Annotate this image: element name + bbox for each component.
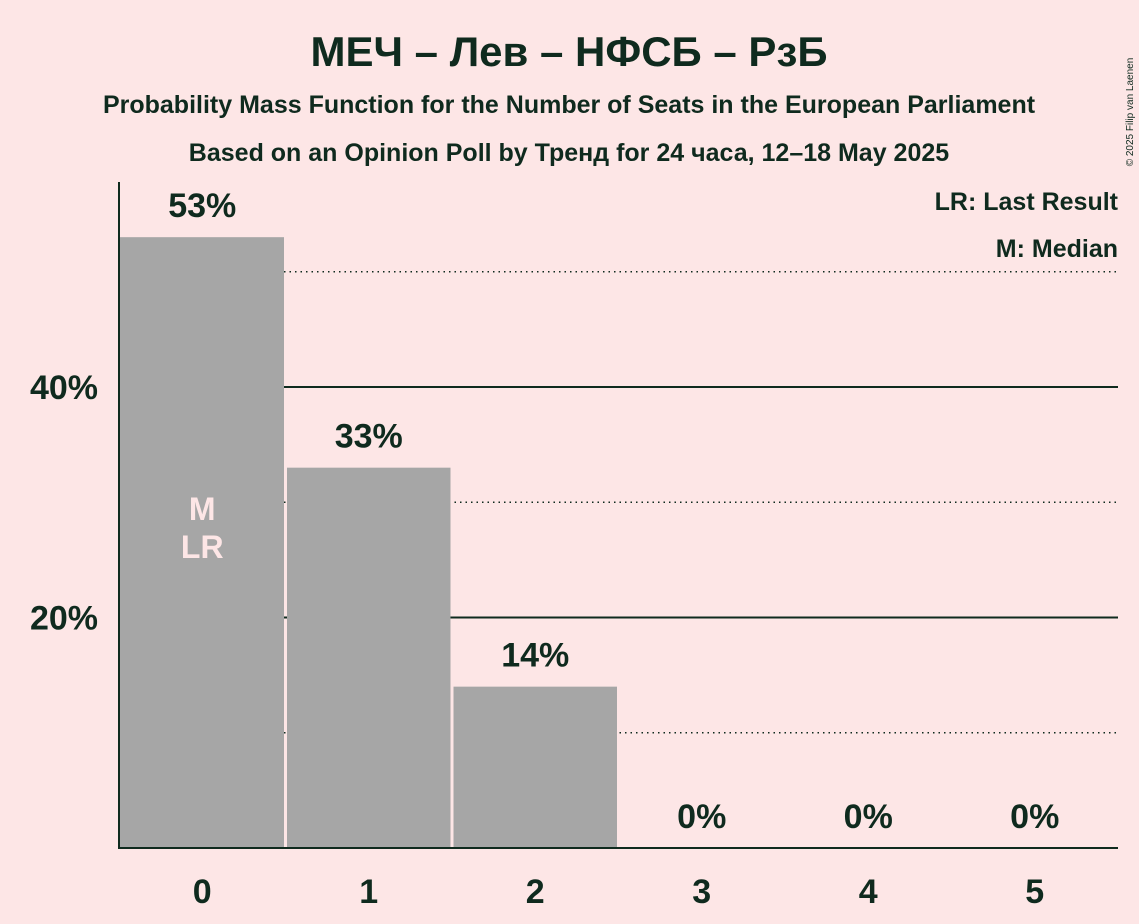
y-tick-label: 40% — [30, 369, 98, 407]
x-tick-label: 5 — [1025, 873, 1044, 911]
x-tick-label: 4 — [859, 873, 878, 911]
y-tick-label: 20% — [30, 600, 98, 638]
x-tick-label: 2 — [526, 873, 545, 911]
bar-labels: 53% MLR 33% 14% 0% 0% 0% — [168, 187, 1059, 836]
bar-value-label: 0% — [1010, 798, 1059, 836]
bar-value-label: 0% — [677, 798, 726, 836]
axes: 20% 40% 0 1 2 3 4 5 — [30, 182, 1118, 911]
chart-subtitle: Probability Mass Function for the Number… — [103, 91, 1036, 119]
bar-inner-label: LR — [181, 529, 224, 565]
bar-value-label: 33% — [335, 418, 403, 456]
x-tick-label: 1 — [359, 873, 378, 911]
chart-title: МЕЧ – Лев – НФСБ – РзБ — [310, 28, 827, 75]
gridlines — [119, 270, 1118, 734]
bar-value-label: 53% — [168, 187, 236, 225]
bar — [287, 467, 451, 848]
bar-inner-label: M — [189, 491, 216, 527]
chart-subtitle-source: Based on an Opinion Poll by Тренд for 24… — [189, 139, 949, 167]
bar-value-label: 0% — [844, 798, 893, 836]
bars — [119, 237, 617, 849]
bar — [119, 237, 284, 849]
x-tick-label: 0 — [193, 873, 212, 911]
bar — [453, 686, 617, 848]
bar-value-label: 14% — [501, 637, 569, 675]
legend-median: M: Median — [996, 235, 1118, 263]
x-tick-label: 3 — [692, 873, 711, 911]
legend-last-result: LR: Last Result — [935, 188, 1119, 216]
copyright-text: © 2025 Filip van Laenen — [1125, 58, 1136, 167]
